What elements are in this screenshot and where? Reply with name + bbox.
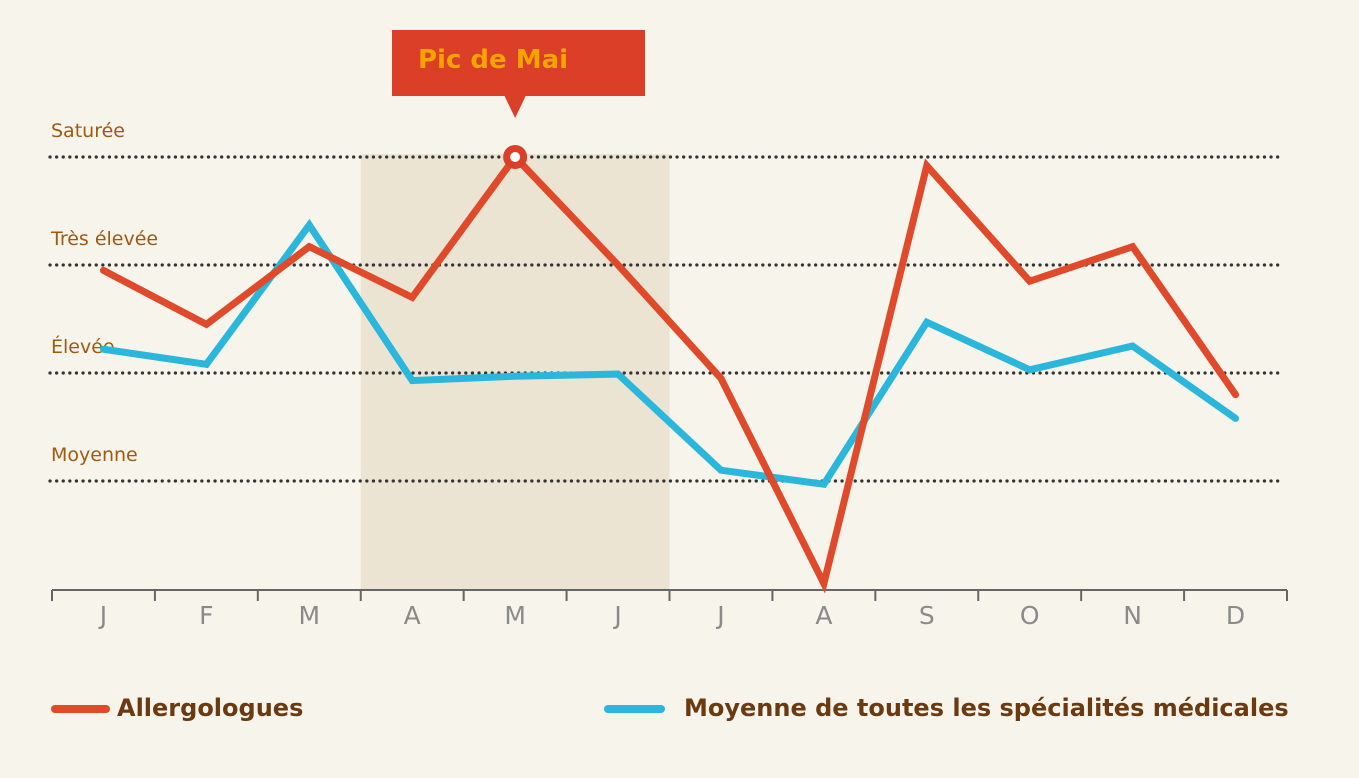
series-0-point-1	[205, 323, 208, 326]
series-0-point-3	[411, 296, 414, 299]
series-1-point-8	[925, 321, 928, 324]
series-line-0	[99, 151, 1240, 594]
level-label-3: Saturée	[51, 120, 125, 142]
series-0-point-8	[925, 164, 928, 167]
level-label-1: Élevée	[51, 335, 115, 358]
legend: Allergologues Moyenne de toutes les spéci…	[51, 694, 1289, 722]
series-0-point-0	[102, 269, 105, 272]
callout-text: Pic de Mai	[418, 45, 568, 75]
series-1-point-11	[1234, 417, 1237, 420]
series-1-point-10	[1131, 345, 1134, 347]
series-0-point-9	[1028, 280, 1031, 283]
legend-label-0: Allergologues	[117, 694, 303, 722]
gridlines	[48, 155, 1284, 483]
x-tick-label-10: N	[1123, 601, 1142, 630]
series-line-1	[99, 218, 1240, 489]
x-tick-label-8: S	[919, 601, 935, 630]
series-0-point-5	[617, 264, 620, 266]
series-1-point-5	[617, 373, 620, 376]
series-lines	[99, 151, 1240, 594]
x-tick-label-0: J	[98, 601, 107, 630]
series-1-point-9	[1028, 368, 1031, 371]
x-tick-label-2: M	[299, 601, 321, 630]
series-1-point-1	[205, 363, 208, 366]
level-label-0: Moyenne	[51, 444, 138, 466]
series-0-point-2	[308, 245, 311, 248]
series-1-point-6	[719, 469, 722, 472]
series-0-point-11	[1234, 393, 1237, 396]
level-label-2: Très élevée	[50, 228, 158, 250]
series-1-point-2	[308, 224, 311, 227]
series-1-point-0	[102, 348, 105, 351]
x-tick-label-4: M	[504, 601, 526, 630]
series-0-point-10	[1131, 245, 1134, 248]
series-0-point-6	[719, 377, 722, 380]
x-tick-label-11: D	[1226, 601, 1245, 630]
callout-pointer	[504, 95, 527, 118]
x-tick-label-3: A	[404, 601, 421, 630]
x-tick-label-5: J	[612, 601, 621, 630]
callout-box	[392, 30, 645, 96]
x-tick-label-9: O	[1020, 601, 1040, 630]
series-1-point-3	[411, 379, 414, 382]
x-tick-label-6: J	[715, 601, 724, 630]
series-0-point-7	[822, 582, 825, 585]
legend-label-1: Moyenne de toutes les spécialités médica…	[684, 694, 1289, 722]
annotation: Pic de Mai	[392, 30, 645, 169]
peak-marker-center	[510, 152, 521, 162]
series-1-point-4	[514, 375, 517, 378]
x-tick-label-7: A	[815, 601, 832, 630]
level-labels: Moyenne Élevée Très élevée Saturée	[50, 120, 158, 466]
x-tick-label-1: F	[199, 601, 213, 630]
series-1-point-7	[822, 483, 825, 486]
